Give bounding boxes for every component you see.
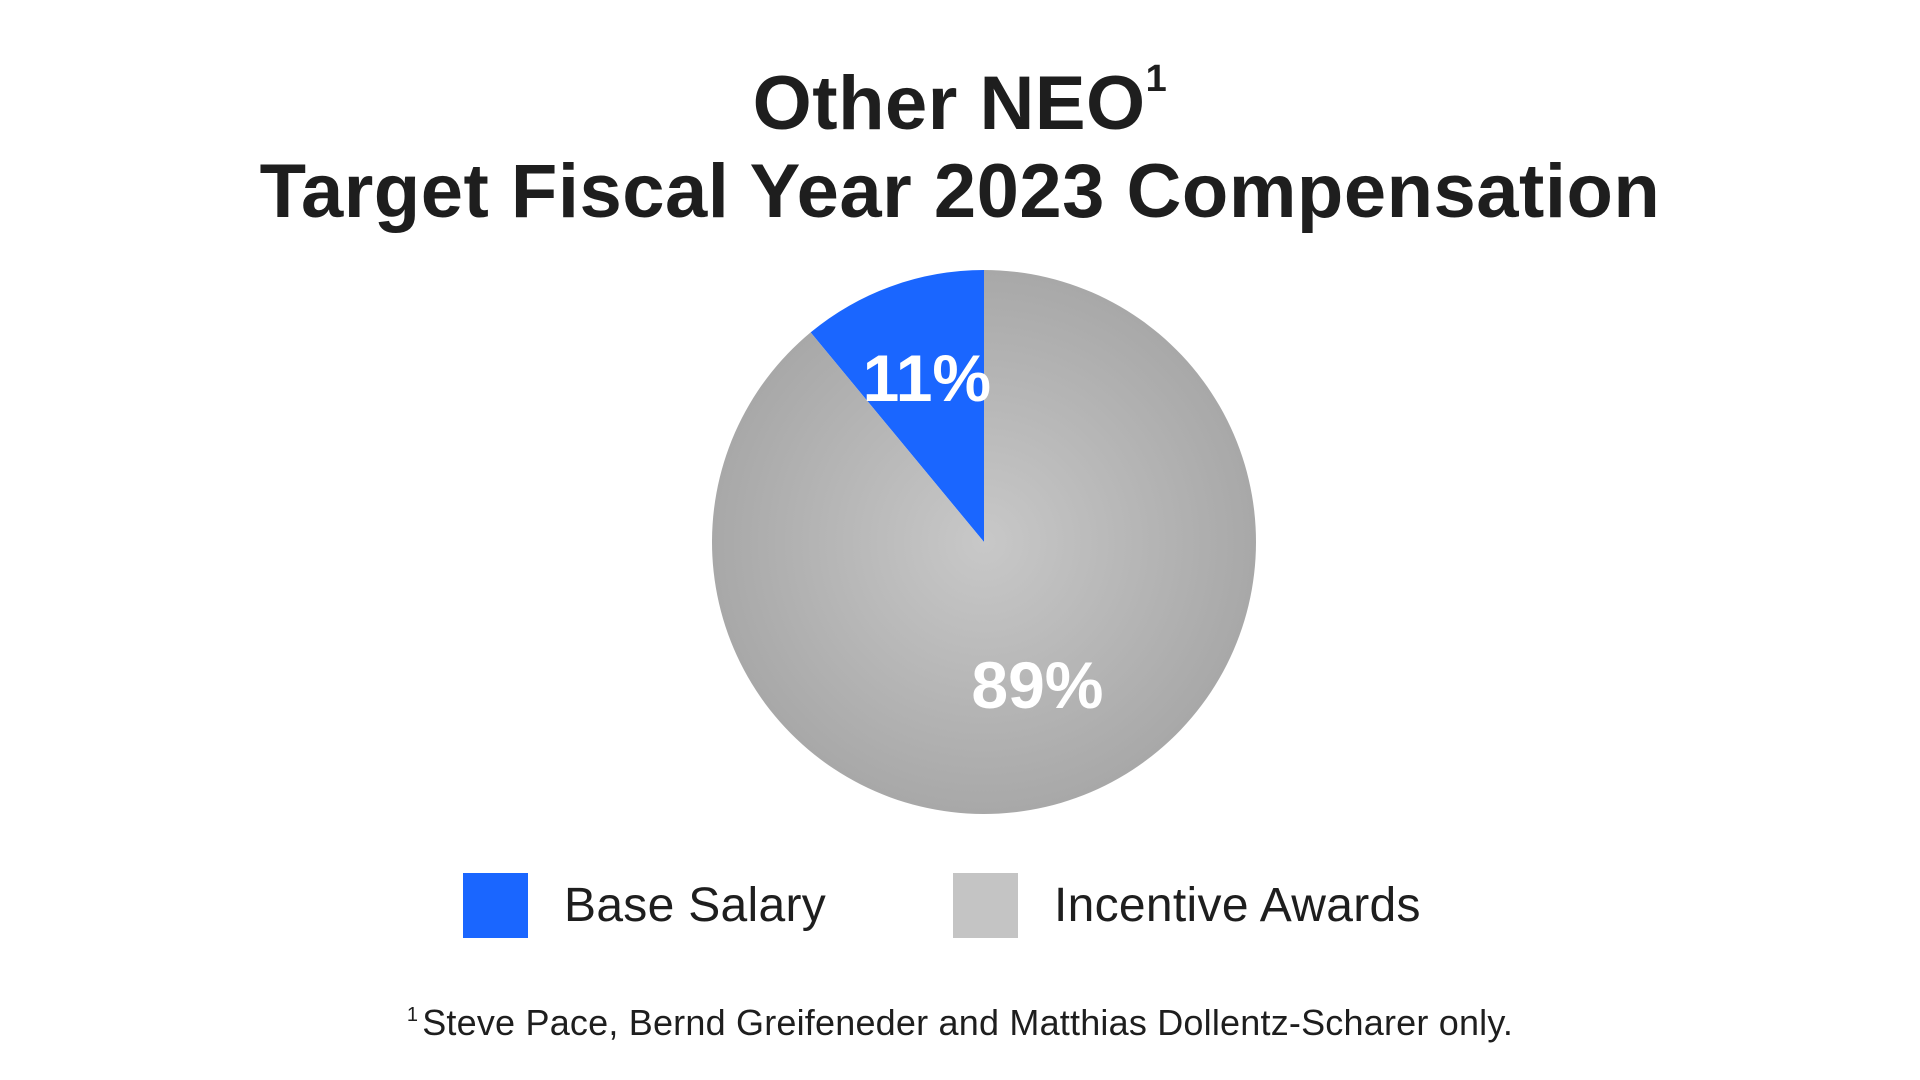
- pie-slice-labels: 11% 89%: [863, 341, 1104, 722]
- chart-title-text: Other NEO: [752, 61, 1146, 146]
- legend-swatch-base-salary: [463, 872, 528, 938]
- pie-slices: [712, 270, 1256, 814]
- legend-label-incentive-awards: Incentive Awards: [1054, 878, 1421, 932]
- pie-slice-value-label-base-salary: 11%: [863, 341, 991, 415]
- legend-label-base-salary: Base Salary: [564, 878, 827, 932]
- footnote-text: Steve Pace, Bernd Greifeneder and Matthi…: [422, 1002, 1514, 1043]
- footnote: 1 Steve Pace, Bernd Greifeneder and Matth…: [0, 1002, 1920, 1044]
- footnote-marker: 1: [406, 1004, 419, 1026]
- legend-item-incentive-awards: Incentive Awards: [953, 872, 1421, 938]
- pie-slice-value-label-incentive-awards: 89%: [971, 648, 1103, 722]
- legend-item-base-salary: Base Salary: [463, 872, 826, 938]
- legend: Base Salary Incentive Awards: [0, 872, 1920, 938]
- pie-slice-incentive-awards: [712, 270, 1256, 814]
- legend-swatch-incentive-awards: [953, 872, 1018, 938]
- chart-subtitle: Target Fiscal Year 2023 Compensation: [259, 149, 1661, 234]
- chart-title-line-1: Other NEO1: [0, 60, 1920, 148]
- chart-title: Other NEO1 Target Fiscal Year 2023 Compe…: [0, 60, 1920, 236]
- pie-slice-base-salary: [810, 270, 984, 542]
- title-footnote-marker: 1: [1145, 58, 1168, 100]
